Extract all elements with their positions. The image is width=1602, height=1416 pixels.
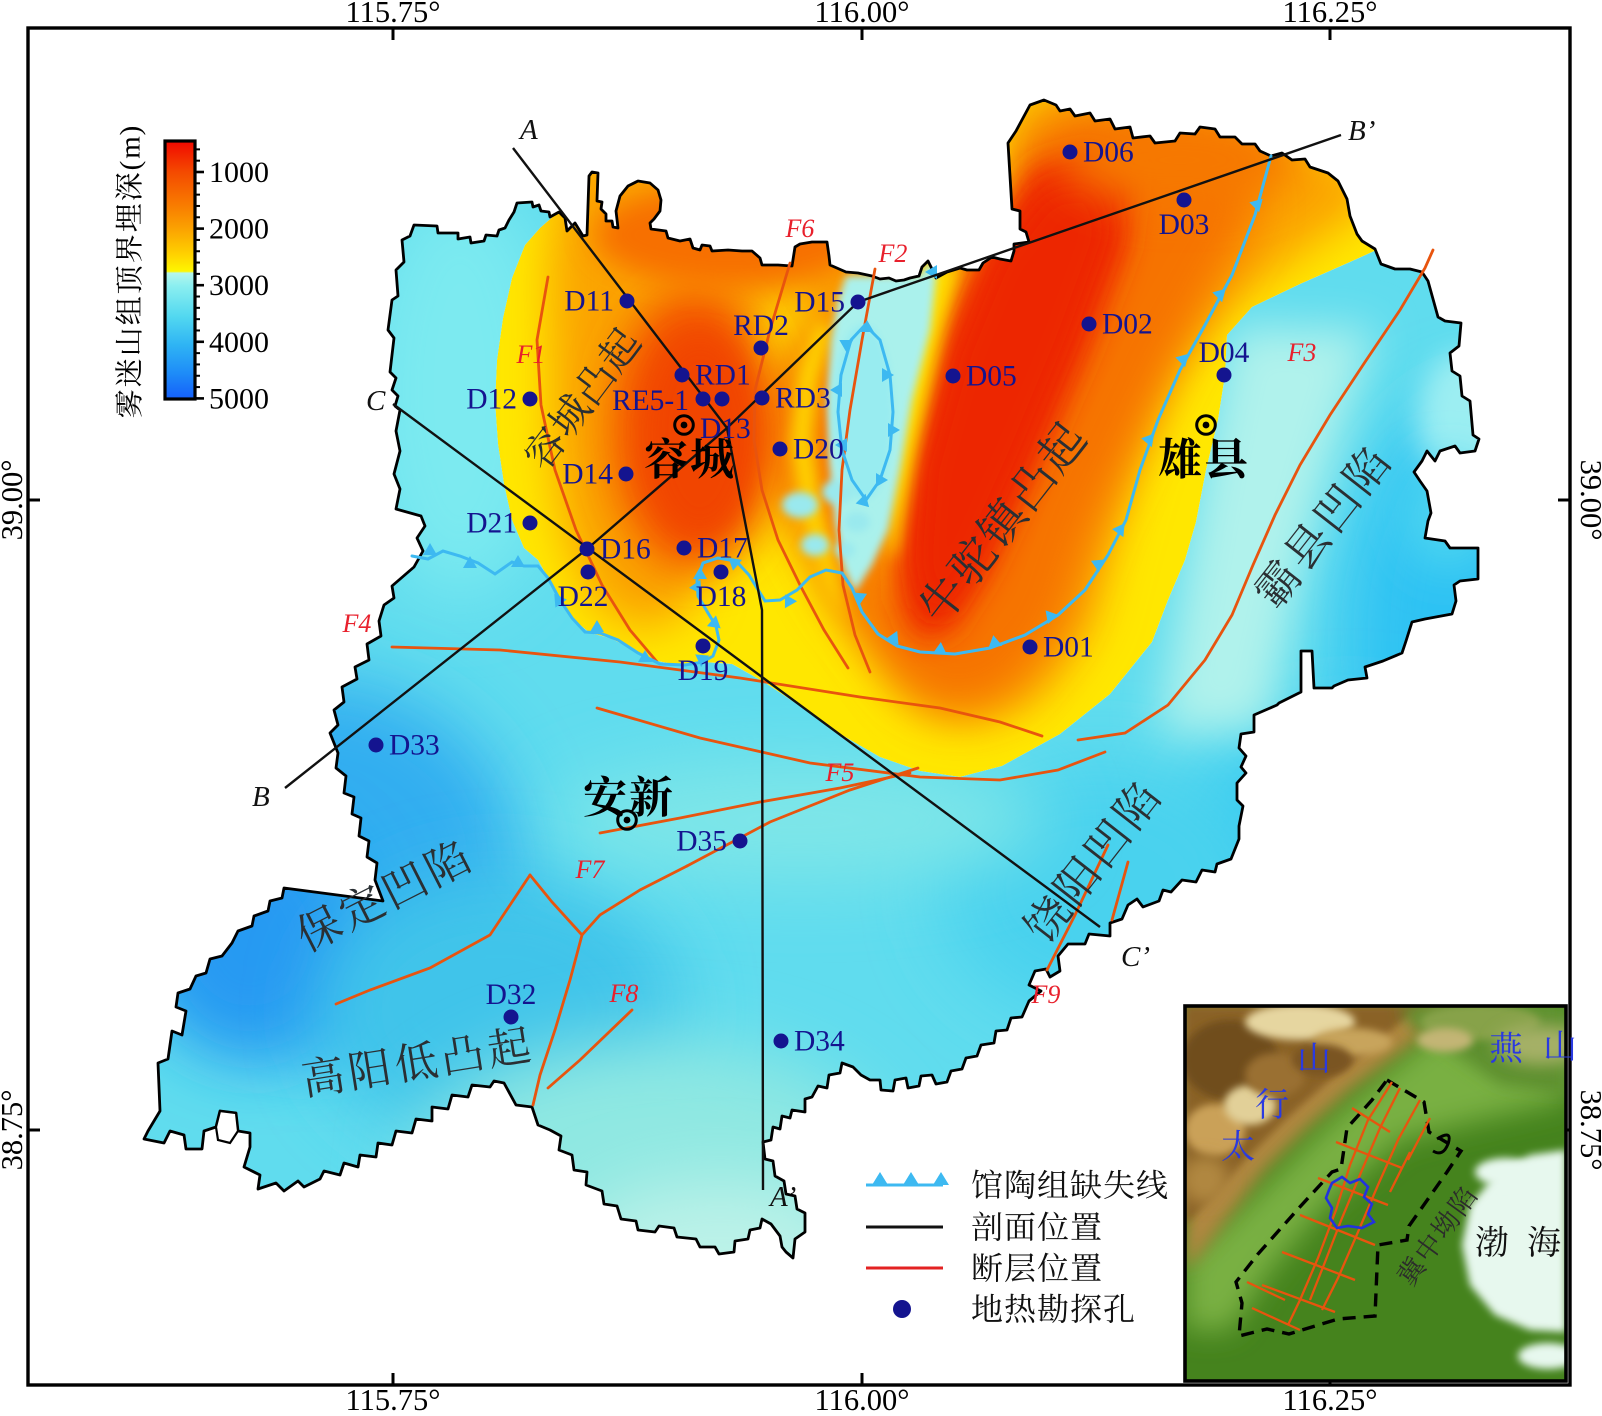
svg-text:1000: 1000 [209, 156, 269, 189]
svg-text:C’: C’ [1121, 941, 1150, 973]
svg-text:D21: D21 [466, 508, 517, 540]
svg-text:D22: D22 [558, 581, 609, 613]
svg-text:F5: F5 [825, 758, 855, 787]
svg-text:D18: D18 [696, 581, 747, 613]
svg-text:D19: D19 [678, 655, 729, 687]
svg-text:D01: D01 [1043, 632, 1094, 664]
svg-text:39.00°: 39.00° [0, 460, 29, 541]
svg-text:B: B [252, 781, 270, 813]
svg-text:RD2: RD2 [733, 310, 789, 342]
svg-text:115.75°: 115.75° [346, 1383, 441, 1416]
svg-text:A’: A’ [768, 1181, 796, 1213]
svg-text:F4: F4 [342, 609, 372, 638]
svg-text:4000: 4000 [209, 326, 269, 359]
svg-text:D03: D03 [1159, 209, 1210, 241]
svg-text:D14: D14 [562, 459, 613, 491]
svg-text:D02: D02 [1102, 309, 1153, 341]
svg-text:m: m [114, 136, 146, 159]
svg-text:116.00°: 116.00° [815, 0, 910, 29]
svg-text:D35: D35 [676, 826, 727, 858]
svg-text:D34: D34 [794, 1026, 845, 1058]
svg-text:F3: F3 [1287, 338, 1317, 367]
svg-text:D05: D05 [966, 361, 1017, 393]
svg-text:RD3: RD3 [775, 383, 831, 415]
svg-text:D33: D33 [389, 730, 440, 762]
svg-text:): ) [114, 126, 146, 136]
svg-text:38.75°: 38.75° [0, 1090, 29, 1171]
svg-text:C: C [366, 385, 386, 417]
svg-text:F8: F8 [609, 979, 639, 1008]
svg-text:F2: F2 [878, 239, 908, 268]
svg-text:39.00°: 39.00° [1574, 460, 1602, 541]
svg-text:D04: D04 [1199, 337, 1250, 369]
svg-text:F9: F9 [1031, 980, 1061, 1009]
svg-text:116.25°: 116.25° [1283, 0, 1378, 29]
svg-text:(: ( [114, 161, 146, 171]
svg-text:RE5-1: RE5-1 [612, 385, 689, 417]
svg-text:D11: D11 [564, 286, 614, 318]
svg-text:D32: D32 [486, 979, 537, 1011]
svg-text:2000: 2000 [209, 213, 269, 246]
svg-text:D06: D06 [1083, 137, 1134, 169]
svg-text:116.25°: 116.25° [1283, 1383, 1378, 1416]
svg-text:A: A [518, 114, 538, 146]
svg-text:3000: 3000 [209, 269, 269, 302]
svg-text:38.75°: 38.75° [1574, 1090, 1602, 1171]
svg-text:F7: F7 [575, 855, 606, 884]
svg-text:F1: F1 [516, 340, 546, 369]
svg-text:116.00°: 116.00° [815, 1383, 910, 1416]
svg-text:D16: D16 [600, 534, 651, 566]
svg-text:5000: 5000 [209, 382, 269, 415]
svg-text:RD1: RD1 [695, 360, 751, 392]
svg-text:D20: D20 [793, 434, 844, 466]
svg-text:D17: D17 [697, 533, 748, 565]
svg-text:115.75°: 115.75° [346, 0, 441, 29]
svg-text:B’: B’ [1348, 115, 1375, 147]
svg-text:D12: D12 [466, 384, 517, 416]
svg-text:D15: D15 [794, 287, 845, 319]
svg-text:F6: F6 [785, 214, 815, 243]
